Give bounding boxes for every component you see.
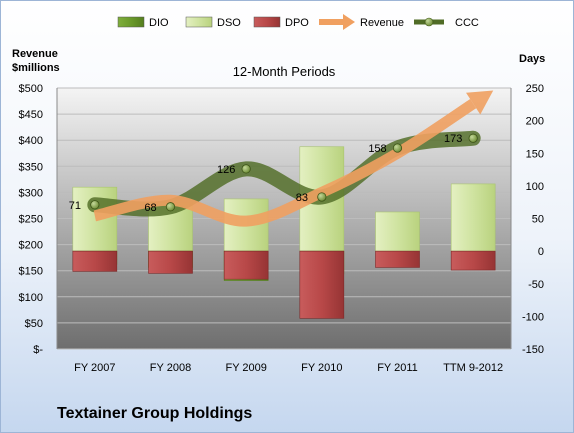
left-tick-label: $250 — [19, 214, 43, 226]
legend-label: Revenue — [360, 17, 404, 29]
data-labels: 71 68 126 83 158 173 — [69, 133, 463, 214]
ccc-point — [468, 133, 478, 143]
x-tick-label: FY 2008 — [150, 362, 191, 374]
legend-swatch — [319, 19, 343, 25]
left-tick-label: $300 — [19, 187, 43, 199]
right-tick-label: 0 — [538, 246, 544, 258]
ccc-point — [90, 200, 100, 210]
bars — [72, 146, 496, 319]
legend-swatch — [117, 16, 145, 28]
left-tick-label: $350 — [19, 161, 43, 173]
legend-item-revenue: Revenue — [319, 14, 404, 30]
right-tick-label: -50 — [528, 279, 544, 291]
ccc-point — [165, 202, 176, 212]
right-tick-label: -150 — [522, 344, 544, 356]
ccc-point — [241, 164, 251, 174]
legend-swatch-dot — [424, 17, 434, 27]
left-tick-label: $150 — [19, 266, 43, 278]
right-axis: -150 -100 -50 0 50 100 150 200 250 — [522, 83, 544, 356]
x-tick-label: FY 2009 — [225, 362, 266, 374]
x-axis: FY 2007 FY 2008 FY 2009 FY 2010 FY 2011 TTM 9… — [74, 362, 503, 374]
ccc-points — [90, 133, 478, 212]
legend-item-dio: DIO — [117, 16, 169, 29]
legend-label: DSO — [217, 17, 241, 29]
ccc-point — [317, 192, 327, 202]
legend-label: DIO — [149, 17, 169, 29]
legend: DIO DSO DPO Revenue CCC — [117, 14, 479, 30]
left-tick-label: $200 — [19, 240, 43, 252]
legend-swatch — [185, 16, 213, 28]
ccc-data-label: 126 — [217, 164, 235, 176]
bar-dpo — [72, 250, 118, 272]
left-axis-label-line2: $millions — [12, 62, 60, 74]
ccc-data-label: 68 — [144, 202, 156, 214]
legend-label: DPO — [285, 17, 309, 29]
x-tick-label: FY 2011 — [377, 362, 418, 374]
revenue-line — [93, 99, 477, 227]
left-tick-label: $500 — [19, 83, 43, 95]
legend-item-ccc: CCC — [414, 17, 479, 29]
left-tick-label: $100 — [19, 292, 43, 304]
x-tick-label: FY 2010 — [301, 362, 342, 374]
right-axis-label: Days — [519, 53, 545, 65]
right-tick-label: 200 — [526, 116, 544, 128]
bar-dso — [375, 211, 420, 252]
left-axis-label-line1: Revenue — [12, 48, 58, 60]
left-tick-label: $50 — [25, 318, 43, 330]
right-tick-label: 250 — [526, 83, 544, 95]
ccc-data-label: 173 — [444, 133, 462, 145]
ccc-point — [392, 143, 403, 153]
bar-dso — [450, 183, 496, 252]
bar-dpo — [223, 250, 269, 280]
right-tick-label: 150 — [526, 148, 544, 160]
x-tick-label: TTM 9-2012 — [443, 362, 503, 374]
right-tick-label: 100 — [526, 181, 544, 193]
bar-dpo — [299, 250, 345, 319]
legend-swatch-head — [343, 14, 355, 30]
legend-item-dpo: DPO — [253, 16, 309, 29]
bar-dpo — [450, 250, 496, 271]
right-tick-label: -100 — [522, 311, 544, 323]
chart-title: 12-Month Periods — [233, 64, 336, 79]
left-tick-label: $- — [33, 344, 43, 356]
company-name: Textainer Group Holdings — [57, 405, 253, 422]
left-axis: $- $50 $100 $150 $200 $250 $300 $350 $400 $450 $50… — [19, 83, 44, 356]
legend-item-dso: DSO — [185, 16, 241, 29]
left-tick-label: $450 — [19, 109, 43, 121]
right-tick-label: 50 — [532, 214, 544, 226]
left-tick-label: $400 — [19, 135, 43, 147]
bar-dpo — [375, 250, 420, 268]
legend-label: CCC — [455, 17, 479, 29]
x-tick-label: FY 2007 — [74, 362, 115, 374]
ccc-data-label: 71 — [69, 200, 81, 212]
bar-dpo — [148, 250, 193, 274]
revenue-arrowhead — [466, 90, 494, 115]
legend-swatch — [253, 16, 281, 28]
gridlines — [56, 87, 512, 350]
ccc-data-label: 158 — [368, 143, 386, 155]
ccc-data-label: 83 — [296, 192, 308, 204]
